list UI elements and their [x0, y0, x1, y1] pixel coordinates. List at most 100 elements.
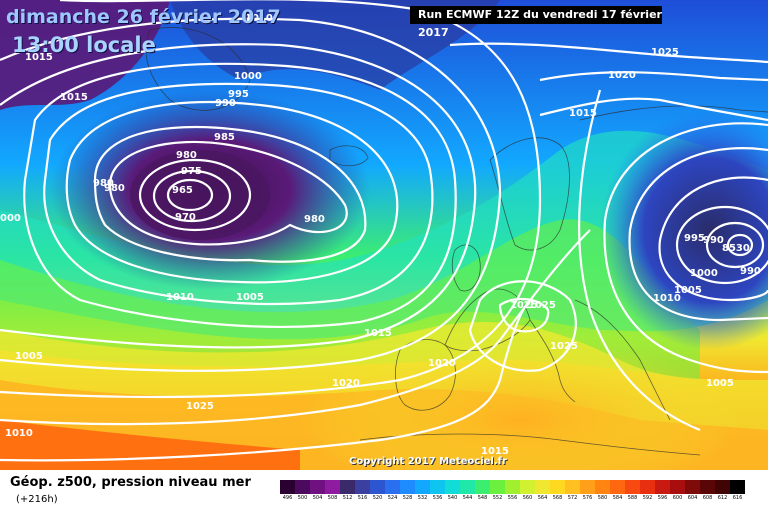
legend-cell: 540	[445, 480, 460, 501]
isobar-label: 1010	[653, 293, 681, 304]
legend-cell: 532	[415, 480, 430, 501]
weather-map: 1010 1015 1015 1000 995 990 985 980 975 …	[0, 0, 768, 470]
legend-swatch	[700, 480, 715, 494]
map-svg: 1010 1015 1015 1000 995 990 985 980 975 …	[0, 0, 768, 470]
legend-swatch	[685, 480, 700, 494]
lead-time: (+216h)	[16, 494, 58, 505]
isobar-label: 990	[703, 235, 724, 246]
legend-cell: 612	[715, 480, 730, 501]
isobar-label: 8530	[722, 243, 750, 254]
isobar-label: 1025	[510, 300, 538, 311]
isobar-label: 985	[214, 132, 235, 143]
isobar-label: 1015	[364, 328, 392, 339]
isobar-1020	[0, 229, 591, 426]
legend-label: 540	[447, 495, 458, 501]
legend-cell: 556	[505, 480, 520, 501]
legend-label: 500	[297, 495, 308, 501]
legend-label: 496	[282, 495, 293, 501]
southern-warm-shading	[300, 340, 740, 470]
legend-swatch	[445, 480, 460, 494]
isobar-label: 980	[93, 178, 114, 189]
isobar-east-985	[726, 233, 754, 257]
forecast-date: dimanche 26 février 2017	[6, 6, 281, 28]
isobar-1025-north	[449, 42, 768, 64]
legend-label: 576	[582, 495, 593, 501]
legend-cell: 560	[520, 480, 535, 501]
isobar-label: 1000	[234, 71, 262, 82]
legend-label: 600	[672, 495, 683, 501]
isobar-1025	[0, 299, 531, 462]
isobar-label: 1025	[186, 401, 214, 412]
isobar-1005	[0, 43, 477, 349]
legend-cell: 512	[340, 480, 355, 501]
legend-swatch	[640, 480, 655, 494]
isobar-east-995	[675, 205, 768, 285]
legend-swatch	[595, 480, 610, 494]
legend-label: 536	[432, 495, 443, 501]
coast-scandinavia	[489, 137, 570, 251]
model-run-info: Run ECMWF 12Z du vendredi 17 février 201…	[410, 6, 662, 39]
legend-cell: 600	[670, 480, 685, 501]
isobar-995	[43, 82, 434, 306]
legend-cell: 536	[430, 480, 445, 501]
legend-swatch	[715, 480, 730, 494]
coast-greenland	[145, 27, 251, 111]
legend-label: 592	[642, 495, 653, 501]
legend-cell: 576	[580, 480, 595, 501]
isobar-1015-north	[539, 97, 768, 122]
legend-label: 588	[627, 495, 638, 501]
legend-cell: 508	[325, 480, 340, 501]
isobar-985	[93, 125, 367, 263]
legend-label: 544	[462, 495, 473, 501]
isobar-label: 1005	[236, 292, 264, 303]
isobar-label: 1015	[481, 446, 509, 457]
legend-label: 520	[372, 495, 383, 501]
legend-swatch	[475, 480, 490, 494]
coast-iceland	[329, 145, 369, 167]
legend-cell: 584	[610, 480, 625, 501]
legend-label: 596	[657, 495, 668, 501]
coast-iberia	[395, 339, 456, 411]
isobar-980	[108, 140, 348, 246]
legend-swatch	[670, 480, 685, 494]
coast-north-africa	[359, 433, 701, 456]
isobar-label: 990	[740, 266, 761, 277]
isobar-label: 1015	[60, 92, 88, 103]
isobar-975	[138, 158, 252, 232]
legend-cell: 568	[550, 480, 565, 501]
legend-label: 580	[597, 495, 608, 501]
isobar-east-1010	[603, 122, 768, 374]
isobar-label: 980	[304, 214, 325, 225]
legend-swatch	[430, 480, 445, 494]
legend-label: 612	[717, 495, 728, 501]
legend-label: 524	[387, 495, 398, 501]
legend-label: 532	[417, 495, 428, 501]
isobar-east-1005	[628, 147, 768, 322]
legend-cell: 516	[355, 480, 370, 501]
legend-label: 508	[327, 495, 338, 501]
isobar-label: 980	[176, 150, 197, 161]
legend-cell: 572	[565, 480, 580, 501]
atlantic-low-core	[130, 150, 270, 240]
legend-label: 528	[402, 495, 413, 501]
legend-cell: 588	[625, 480, 640, 501]
legend-swatch	[490, 480, 505, 494]
isobars	[0, 0, 768, 460]
isobar-east-1015	[578, 89, 701, 432]
legend-label: 512	[342, 495, 353, 501]
legend-swatch	[355, 480, 370, 494]
legend-cell: 500	[295, 480, 310, 501]
legend-cell: 580	[595, 480, 610, 501]
legend-swatch	[370, 480, 385, 494]
legend-label: 552	[492, 495, 503, 501]
legend-label: 616	[732, 495, 743, 501]
isobar-990	[65, 100, 399, 284]
legend-swatch	[550, 480, 565, 494]
isobar-label: 990	[215, 98, 236, 109]
isobar-label: 1015	[25, 52, 53, 63]
isobar-label: 1020	[332, 378, 360, 389]
legend-swatch	[625, 480, 640, 494]
isobar-label: 1005	[15, 351, 43, 362]
legend-cell: 596	[655, 480, 670, 501]
isobar-label: 1025	[528, 300, 556, 311]
